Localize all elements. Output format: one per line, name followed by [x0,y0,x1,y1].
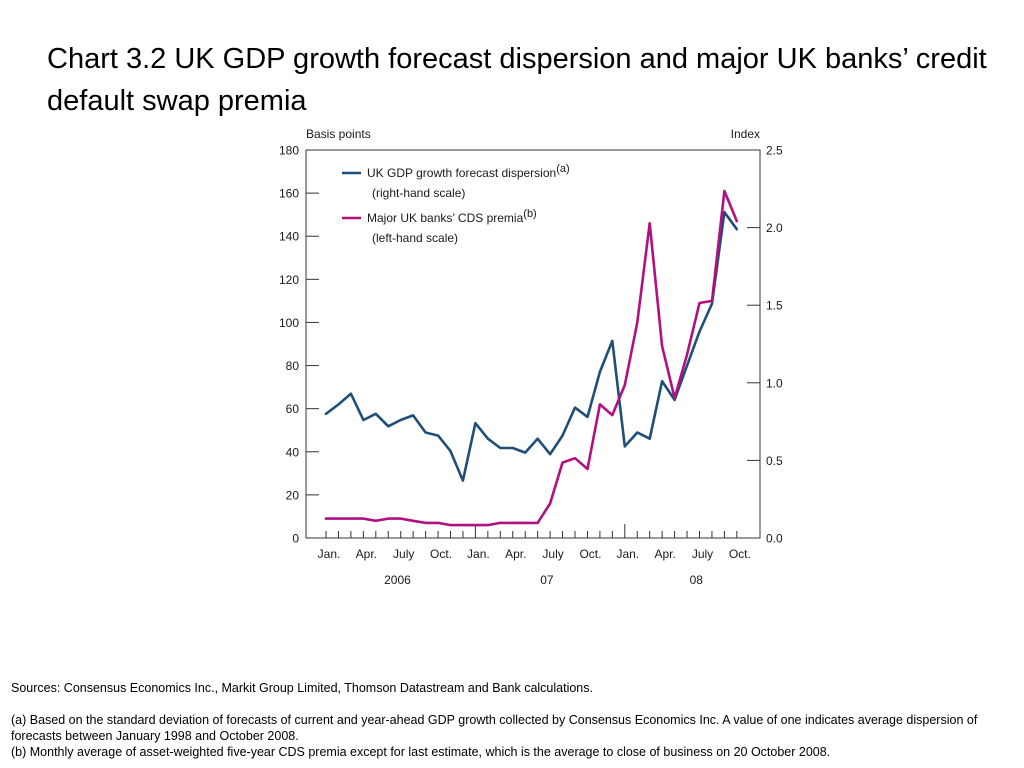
legend-label-gdp: UK GDP growth forecast dispersion(a) [367,163,570,180]
gdp-dispersion-line [324,210,739,482]
sources-note: Sources: Consensus Economics Inc., Marki… [11,681,593,695]
footnote-b: (b) Monthly average of asset-weighted fi… [11,745,831,759]
x-month-label: Apr. [654,547,675,561]
right-axis-title: Index [731,127,760,141]
left-axis-title: Basis points [306,127,371,141]
slide-title: Chart 3.2 UK GDP growth forecast dispers… [47,43,987,117]
left-tick-label: 0 [292,532,299,546]
cds-premia-line [324,189,739,527]
right-tick-label: 1.0 [766,376,783,390]
plot-frame [305,149,761,539]
left-tick-label: 180 [279,144,299,158]
x-month-label: Apr. [356,547,377,561]
right-tick-label: 0.0 [766,532,783,546]
x-month-label: Jan. [616,547,639,561]
x-month-label: Jan. [467,547,490,561]
left-tick-label: 100 [279,316,299,330]
legend: UK GDP growth forecast dispersion(a) (rig… [342,163,570,245]
x-year-label: 08 [690,573,704,587]
x-year-label: 2006 [384,573,411,587]
legend-note-cds: (left-hand scale) [372,231,458,245]
left-tick-label: 40 [286,445,300,459]
x-month-label: Jan. [318,547,341,561]
left-tick-label: 160 [279,187,299,201]
left-tick-label: 80 [286,359,300,373]
right-tick-label: 0.5 [766,454,783,468]
x-month-label: Oct. [430,547,452,561]
x-month-label: July [393,547,414,561]
x-month-label: Oct. [729,547,751,561]
axes: Basis points Index 0 20 40 60 80 100 120 140 160 18… [279,127,783,587]
left-tick-label: 20 [286,488,300,502]
left-tick-label: 140 [279,230,299,244]
x-month-label: Apr. [505,547,526,561]
right-tick-label: 2.5 [766,144,783,158]
left-tick-label: 60 [286,402,300,416]
x-year-label: 07 [540,573,554,587]
legend-label-cds: Major UK banks’ CDS premia(b) [367,208,537,225]
legend-note-gdp: (right-hand scale) [372,186,465,200]
x-month-label: July [542,547,563,561]
right-tick-label: 2.0 [766,221,783,235]
series-lines [324,189,739,527]
x-month-label: July [692,547,713,561]
x-month-label: Oct. [579,547,601,561]
footnotes: Sources: Consensus Economics Inc., Marki… [11,680,1011,760]
right-tick-label: 1.5 [766,299,783,313]
left-tick-label: 120 [279,273,299,287]
footnote-a: (a) Based on the standard deviation of f… [11,713,978,743]
